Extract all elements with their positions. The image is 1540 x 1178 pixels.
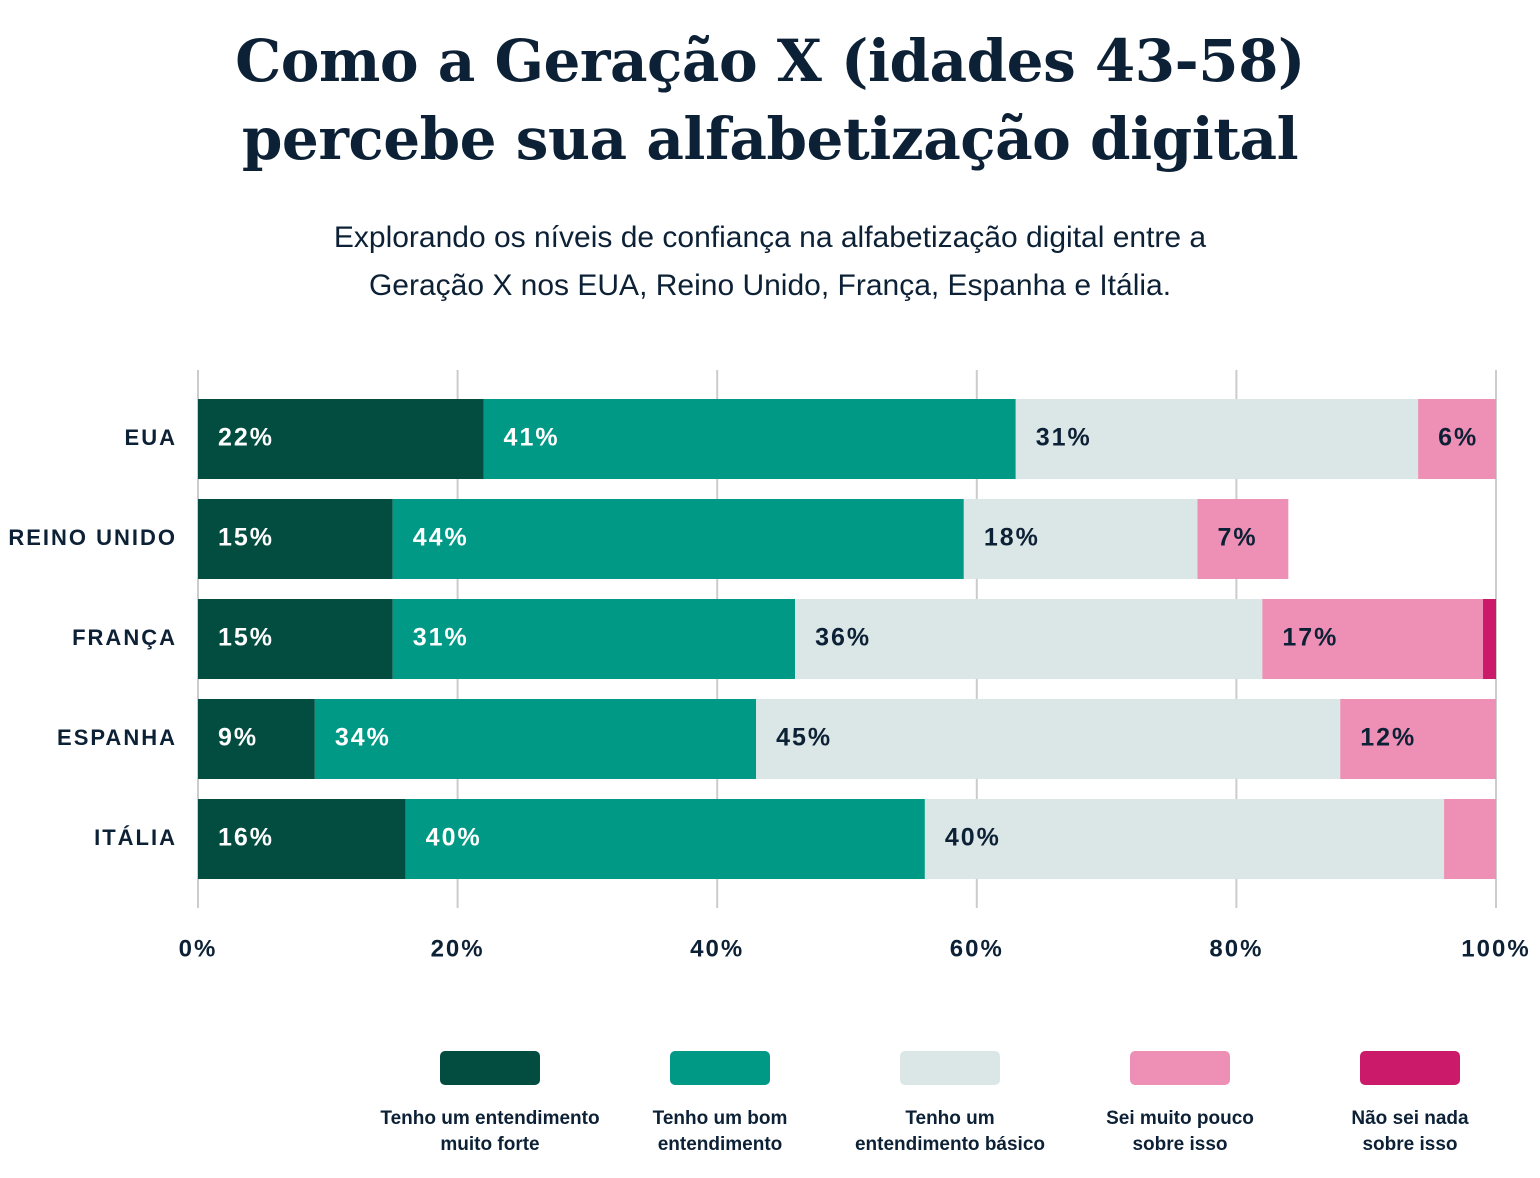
y-tick-label: EUA (125, 425, 177, 450)
bar-segment (1418, 399, 1496, 479)
value-label: 22% (218, 424, 274, 452)
x-tick-label: 80% (1209, 935, 1263, 962)
bar-segment (314, 699, 757, 779)
bar-segment (756, 699, 1341, 779)
legend-label: Não sei nada sobre isso (1351, 1108, 1469, 1155)
bar-segment (1262, 599, 1484, 679)
legend-label: Tenho um entendimento básico (854, 1108, 1046, 1155)
bar-segment (1483, 599, 1496, 679)
value-label: 40% (426, 824, 482, 852)
bar-segment (405, 799, 925, 879)
bar-segment (1015, 399, 1419, 479)
bar-segment (198, 799, 406, 879)
x-tick-label: 0% (179, 935, 218, 962)
legend-swatch (670, 1051, 770, 1085)
value-label: 15% (218, 624, 274, 652)
value-label: 45% (776, 724, 832, 752)
value-label: 31% (413, 624, 469, 652)
value-label: 15% (218, 524, 274, 552)
value-label: 7% (1217, 524, 1257, 552)
bar-segment (392, 599, 796, 679)
legend-label: Tenho um bom entendimento (652, 1108, 788, 1155)
value-label: 40% (945, 824, 1001, 852)
bar-segment (198, 399, 484, 479)
legend-label: Tenho um entendimento muito forte (380, 1108, 600, 1155)
value-label: 41% (504, 424, 560, 452)
bar-segment (924, 799, 1445, 879)
value-label: 12% (1360, 724, 1416, 752)
legend-swatch (1130, 1051, 1230, 1085)
value-label: 18% (984, 524, 1040, 552)
bar-segment (1340, 699, 1496, 779)
value-label: 36% (815, 624, 871, 652)
bar-segment (198, 599, 393, 679)
bar-segment (795, 599, 1263, 679)
legend-swatch (1360, 1051, 1460, 1085)
chart-title: Como a Geração X (idades 43-58) percebe … (235, 27, 1305, 173)
bar-segment (392, 499, 964, 579)
legend-swatch (440, 1051, 540, 1085)
value-label: 16% (218, 824, 274, 852)
value-label: 31% (1036, 424, 1092, 452)
legend-label: Sei muito pouco sobre isso (1106, 1108, 1254, 1155)
bar-segment (1444, 799, 1496, 879)
x-tick-label: 40% (690, 935, 744, 962)
x-tick-label: 60% (950, 935, 1004, 962)
x-tick-label: 20% (431, 935, 485, 962)
y-tick-label: ITÁLIA (94, 825, 177, 850)
bar-segment (198, 499, 393, 579)
y-tick-label: REINO UNIDO (8, 525, 177, 550)
bar-segment (483, 399, 1016, 479)
legend-swatch (900, 1051, 1000, 1085)
value-label: 34% (335, 724, 391, 752)
bar-segment (1197, 499, 1289, 579)
y-tick-label: FRANÇA (72, 625, 177, 650)
chart-subtitle: Explorando os níveis de confiança na alf… (333, 221, 1207, 302)
bar-segment (963, 499, 1198, 579)
value-label: 17% (1282, 624, 1338, 652)
x-tick-label: 100% (1461, 935, 1530, 962)
bar-segment (198, 699, 315, 779)
value-label: 9% (218, 724, 258, 752)
value-label: 44% (413, 524, 469, 552)
y-tick-label: ESPANHA (57, 725, 177, 750)
value-label: 6% (1438, 424, 1478, 452)
